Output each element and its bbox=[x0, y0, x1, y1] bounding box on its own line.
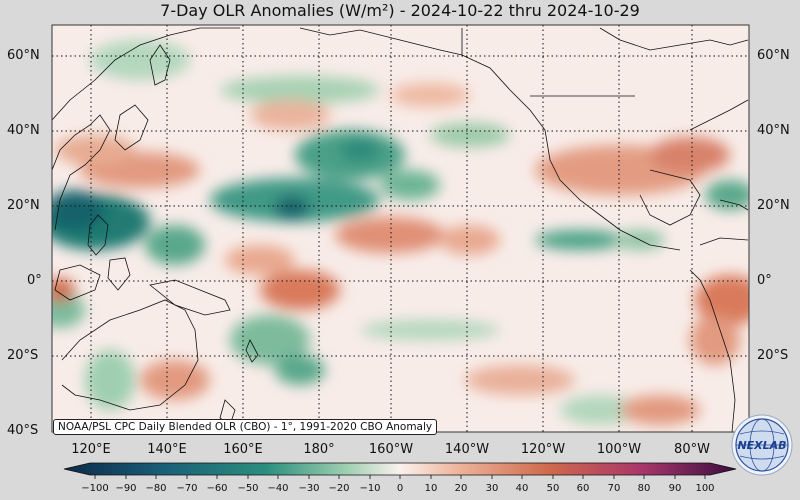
lat-label-left: 40°N bbox=[7, 123, 40, 138]
lon-label: 120°W bbox=[520, 442, 566, 457]
colorbar-tick-label: 80 bbox=[637, 483, 651, 494]
colorbar-tick-label: −70 bbox=[176, 483, 198, 494]
logo-text: NEXLAB bbox=[737, 439, 786, 452]
anomaly-field bbox=[52, 40, 749, 425]
lon-label: 120°E bbox=[71, 442, 111, 457]
colorbar-tick-label: 40 bbox=[515, 483, 529, 494]
colorbar-tick-label: −60 bbox=[206, 483, 228, 494]
coastlines bbox=[52, 27, 749, 432]
colorbar-tick-label: −90 bbox=[115, 483, 137, 494]
nexlab-globe-logo: NEXLAB bbox=[731, 414, 793, 476]
lat-label-right: 20°S bbox=[757, 348, 789, 363]
colorbar-tick-label: −40 bbox=[267, 483, 289, 494]
colorbar-tick-label: −10 bbox=[359, 483, 381, 494]
lat-label-right: 20°N bbox=[757, 198, 790, 213]
colorbar-tick-label: −50 bbox=[237, 483, 259, 494]
lon-label: 160°E bbox=[223, 442, 263, 457]
lat-label-right: 60°N bbox=[757, 48, 790, 63]
lat-label-right: 40°N bbox=[757, 123, 790, 138]
colorbar-tick-label: −100 bbox=[81, 483, 109, 494]
lat-label-right: 0° bbox=[757, 273, 772, 288]
colorbar-tick-label: 20 bbox=[454, 483, 468, 494]
colorbar-tick-label: 60 bbox=[576, 483, 590, 494]
colorbar-tick-label: 50 bbox=[546, 483, 560, 494]
graticule bbox=[52, 25, 749, 432]
lon-label: 180° bbox=[303, 442, 335, 457]
colorbar-tick-label: 100 bbox=[695, 483, 715, 494]
lon-label: 160°W bbox=[368, 442, 414, 457]
colorbar-ticks bbox=[94, 475, 706, 479]
colorbar-tick-label: 90 bbox=[668, 483, 682, 494]
lon-label: 140°W bbox=[444, 442, 490, 457]
lat-label-left: 20°N bbox=[7, 198, 40, 213]
lat-label-left: 0° bbox=[27, 273, 42, 288]
lat-label-left: 20°S bbox=[7, 348, 39, 363]
colorbar-tick-label: 0 bbox=[396, 483, 404, 494]
lat-label-left: 40°S bbox=[7, 423, 39, 438]
colorbar-tick-label: −80 bbox=[145, 483, 167, 494]
colorbar bbox=[63, 462, 737, 476]
colorbar-tick-label: −20 bbox=[328, 483, 350, 494]
colorbar-tick-label: 70 bbox=[607, 483, 621, 494]
lon-label: 140°E bbox=[147, 442, 187, 457]
colorbar-tick-label: −30 bbox=[298, 483, 320, 494]
colorbar-tick-label: 10 bbox=[424, 483, 438, 494]
map-title: 7-Day OLR Anomalies (W/m²) - 2024-10-22 … bbox=[160, 1, 640, 20]
lon-label: 80°W bbox=[674, 442, 710, 457]
data-credit-box: NOAA/PSL CPC Daily Blended OLR (CBO) - 1… bbox=[53, 419, 438, 435]
lon-label: 100°W bbox=[596, 442, 642, 457]
lat-label-left: 60°N bbox=[7, 48, 40, 63]
colorbar-tick-label: 30 bbox=[485, 483, 499, 494]
